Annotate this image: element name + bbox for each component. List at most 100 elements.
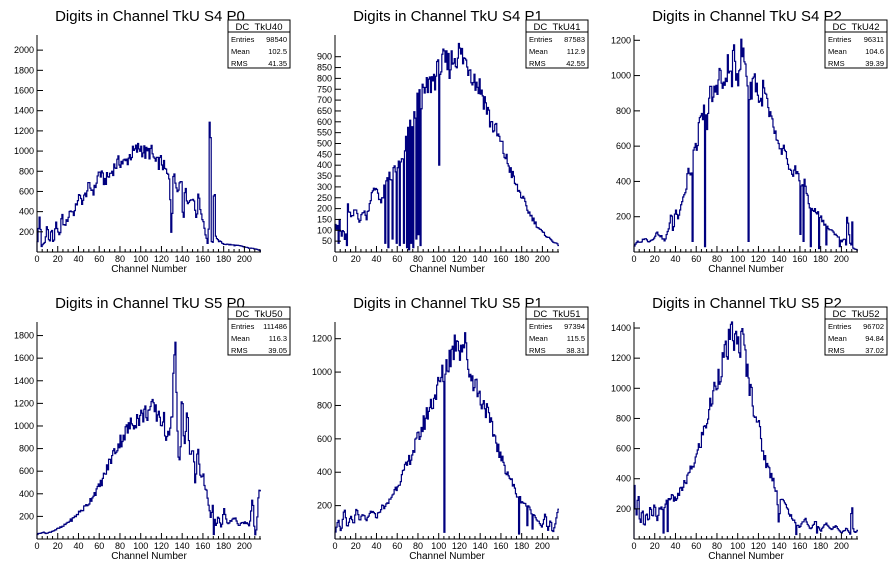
y-tick-label: 800 bbox=[19, 166, 34, 176]
histogram-line bbox=[334, 332, 559, 539]
x-tick-label: 100 bbox=[133, 254, 148, 264]
x-tick-label: 40 bbox=[371, 254, 381, 264]
y-tick-label: 700 bbox=[317, 95, 332, 105]
stats-value: 102.5 bbox=[268, 47, 287, 56]
y-tick-label: 850 bbox=[317, 63, 332, 73]
x-tick-label: 80 bbox=[413, 254, 423, 264]
histogram-panel: Digits in Channel TkU S4 P0 0 20 40 60 80 100 1… bbox=[14, 8, 291, 275]
x-tick-label: 0 bbox=[34, 541, 39, 551]
x-axis-label: Channel Number bbox=[111, 264, 187, 275]
y-tick-label: 1800 bbox=[14, 331, 34, 341]
stats-value: 39.39 bbox=[865, 59, 884, 68]
stats-value: 41.35 bbox=[268, 59, 287, 68]
x-tick-label: 120 bbox=[154, 254, 169, 264]
stats-label: Entries bbox=[529, 322, 553, 331]
y-tick-label: 50 bbox=[322, 236, 332, 246]
x-tick-label: 160 bbox=[195, 541, 210, 551]
x-tick-label: 100 bbox=[730, 254, 745, 264]
x-tick-label: 140 bbox=[772, 541, 787, 551]
y-tick-label: 1200 bbox=[611, 35, 631, 45]
stats-value: 104.6 bbox=[865, 47, 884, 56]
x-tick-label: 180 bbox=[216, 541, 231, 551]
stats-value: 94.84 bbox=[865, 334, 884, 343]
histogram-panel: Digits in Channel TkU S5 P0 0 20 40 60 80 100 1… bbox=[14, 295, 291, 562]
x-axis-label: Channel Number bbox=[409, 264, 485, 275]
stats-label: Mean bbox=[231, 47, 250, 56]
x-tick-label: 40 bbox=[670, 541, 680, 551]
y-tick-label: 1600 bbox=[14, 353, 34, 363]
y-tick-label: 800 bbox=[317, 73, 332, 83]
x-tick-label: 60 bbox=[94, 254, 104, 264]
stats-value: 115.5 bbox=[567, 334, 585, 343]
panel-title: Digits in Channel TkU S5 P1 bbox=[353, 295, 543, 312]
stats-value: 96702 bbox=[863, 322, 884, 331]
y-tick-label: 400 bbox=[317, 467, 332, 477]
stats-label: Mean bbox=[529, 47, 548, 56]
stats-label: Entries bbox=[828, 322, 852, 331]
x-tick-label: 100 bbox=[133, 541, 148, 551]
panel-title: Digits in Channel TkU S5 P0 bbox=[55, 295, 245, 312]
stats-value: 38.31 bbox=[566, 346, 585, 355]
y-tick-label: 100 bbox=[317, 225, 332, 235]
x-tick-label: 180 bbox=[514, 254, 529, 264]
x-tick-label: 60 bbox=[392, 254, 402, 264]
stats-name: DC_TkU50 bbox=[236, 309, 283, 320]
stats-name: DC_TkU51 bbox=[534, 309, 581, 320]
y-tick-label: 400 bbox=[19, 489, 34, 499]
y-tick-label: 200 bbox=[19, 511, 34, 521]
y-tick-label: 500 bbox=[317, 139, 332, 149]
y-tick-label: 400 bbox=[317, 160, 332, 170]
y-tick-label: 200 bbox=[616, 212, 631, 222]
y-tick-label: 1000 bbox=[611, 71, 631, 81]
y-tick-label: 1800 bbox=[14, 65, 34, 75]
x-tick-label: 40 bbox=[371, 541, 381, 551]
y-tick-label: 400 bbox=[19, 207, 34, 217]
x-tick-label: 180 bbox=[813, 541, 828, 551]
x-tick-label: 0 bbox=[332, 254, 337, 264]
y-tick-label: 300 bbox=[317, 182, 332, 192]
x-tick-label: 140 bbox=[772, 254, 787, 264]
x-tick-label: 40 bbox=[670, 254, 680, 264]
x-tick-label: 200 bbox=[834, 541, 849, 551]
x-tick-label: 180 bbox=[514, 541, 529, 551]
x-tick-label: 0 bbox=[34, 254, 39, 264]
stats-label: Mean bbox=[529, 334, 548, 343]
stats-label: RMS bbox=[828, 346, 845, 355]
histogram-line bbox=[36, 341, 261, 539]
y-tick-label: 900 bbox=[317, 52, 332, 62]
y-tick-label: 200 bbox=[317, 204, 332, 214]
y-tick-label: 800 bbox=[19, 444, 34, 454]
x-tick-label: 20 bbox=[53, 541, 63, 551]
y-tick-label: 1200 bbox=[14, 126, 34, 136]
stats-value: 116.3 bbox=[269, 334, 287, 343]
panel-title: Digits in Channel TkU S4 P0 bbox=[55, 8, 245, 25]
y-tick-label: 400 bbox=[616, 474, 631, 484]
stats-value: 98540 bbox=[266, 35, 287, 44]
stats-box bbox=[824, 19, 888, 69]
x-tick-label: 160 bbox=[493, 254, 508, 264]
y-tick-label: 400 bbox=[616, 176, 631, 186]
y-tick-label: 600 bbox=[19, 466, 34, 476]
x-tick-label: 0 bbox=[631, 541, 636, 551]
panel-title: Digits in Channel TkU S4 P1 bbox=[353, 8, 543, 25]
x-tick-label: 80 bbox=[115, 254, 125, 264]
stats-box bbox=[525, 19, 589, 69]
stats-value: 42.55 bbox=[566, 59, 585, 68]
y-tick-label: 600 bbox=[19, 186, 34, 196]
stats-name: DC_TkU52 bbox=[833, 309, 880, 320]
y-tick-label: 1000 bbox=[312, 367, 332, 377]
stats-value: 111486 bbox=[263, 322, 287, 331]
stats-label: Entries bbox=[828, 35, 852, 44]
y-tick-label: 1600 bbox=[14, 86, 34, 96]
stats-label: Entries bbox=[231, 322, 255, 331]
y-tick-label: 1200 bbox=[312, 334, 332, 344]
x-tick-label: 180 bbox=[216, 254, 231, 264]
x-tick-label: 160 bbox=[792, 541, 807, 551]
histogram-panel: Digits in Channel TkU S4 P2 0 20 40 60 80 100 1… bbox=[611, 8, 888, 275]
x-tick-label: 200 bbox=[535, 254, 550, 264]
y-tick-label: 250 bbox=[317, 193, 332, 203]
x-tick-label: 20 bbox=[351, 254, 361, 264]
y-tick-label: 1200 bbox=[611, 353, 631, 363]
stats-value: 97394 bbox=[564, 322, 585, 331]
